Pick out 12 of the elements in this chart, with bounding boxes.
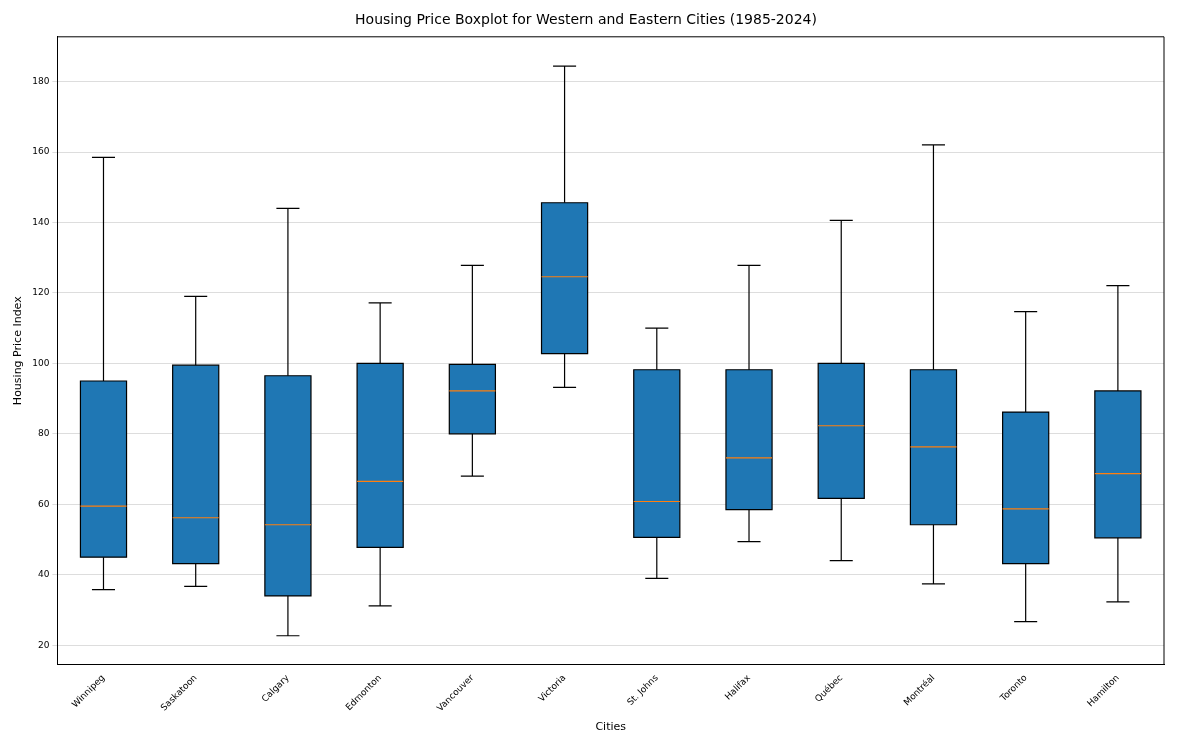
y-tick-label: 60 <box>37 498 50 509</box>
y-tick-label: 120 <box>32 287 50 298</box>
y-tick-label: 160 <box>32 146 50 157</box>
y-tick-label: 80 <box>37 428 50 439</box>
y-tick-label: 100 <box>32 357 50 368</box>
y-tick-label: 20 <box>37 639 50 650</box>
y-tick-label: 140 <box>32 216 50 227</box>
y-tick-label: 40 <box>37 569 50 580</box>
x-axis-title: Cities <box>595 720 627 734</box>
y-tick-label: 180 <box>32 75 50 86</box>
y-axis-title: Housing Price Index <box>11 295 25 406</box>
chart-title: Housing Price Boxplot for Western and Eastern Cities (1985-2024) <box>355 11 817 28</box>
